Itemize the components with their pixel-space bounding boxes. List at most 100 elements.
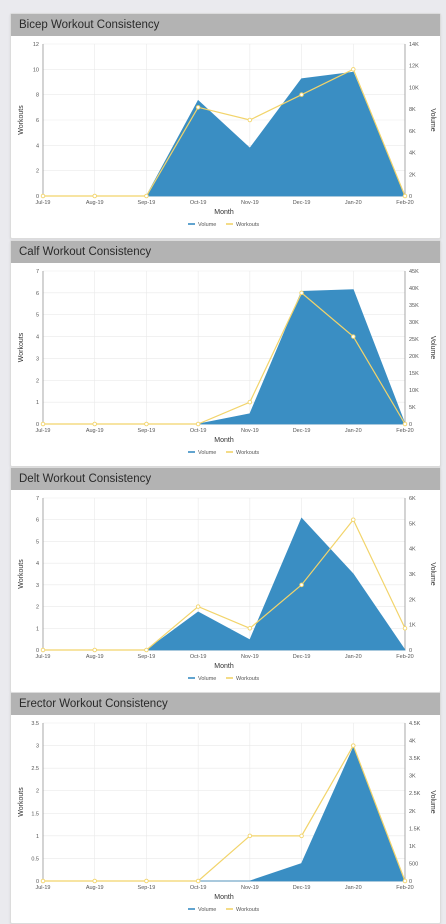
y-tick-label: 2 <box>36 605 39 611</box>
y-tick-label: 1.5 <box>31 811 39 817</box>
x-tick-label: Feb-20 <box>396 885 413 891</box>
y-tick-label: 5 <box>36 313 39 319</box>
y-tick-label: 7 <box>36 269 39 275</box>
y2-tick-label: 500 <box>409 861 418 867</box>
y2-tick-label: 4K <box>409 151 416 157</box>
workouts-point <box>144 647 149 653</box>
workouts-point <box>40 193 46 199</box>
y2-tick-label: 12K <box>409 64 419 70</box>
y-tick-label: 2 <box>36 789 39 795</box>
y-tick-label: 0.5 <box>31 856 39 862</box>
x-tick-label: Sep-19 <box>138 428 156 434</box>
legend-label-volume: Volume <box>198 222 216 228</box>
y-tick-label: 2 <box>36 169 39 175</box>
workouts-line <box>43 518 406 651</box>
legend-label-volume: Volume <box>198 676 216 682</box>
y2-tick-label: 25K <box>409 337 419 343</box>
x-tick-label: Sep-19 <box>138 654 156 660</box>
y2-tick-label: 4K <box>409 739 416 745</box>
delt-chart: 0 1 2 3 4 5 6 7 0 1K 2K 3K 4K 5K 6K Jul-19 Aug-19 Sep-19 O… <box>18 496 436 682</box>
y2-axis-title: Volume <box>429 562 436 585</box>
y2-tick-label: 35K <box>409 303 419 309</box>
y-tick-label: 0 <box>36 879 39 885</box>
x-tick-label: Nov-19 <box>241 200 259 206</box>
y2-tick-label: 2.5K <box>409 791 421 797</box>
workouts-point <box>299 92 304 97</box>
y2-tick-label: 0 <box>409 879 412 885</box>
x-tick-label: Aug-19 <box>86 200 104 206</box>
y2-tick-label: 3K <box>409 774 416 780</box>
legend-label-volume: Volume <box>198 907 216 913</box>
x-axis-title: Month <box>214 894 234 901</box>
workouts-point <box>351 334 356 339</box>
y-tick-label: 12 <box>33 42 39 48</box>
bicep-chart-card: Bicep Workout Consistency 0 2 4 6 8 10 12 0 2K 4K… <box>10 13 441 239</box>
x-tick-label: Feb-20 <box>396 428 413 434</box>
y2-axis-title: Volume <box>429 336 436 359</box>
y2-tick-label: 10K <box>409 85 419 91</box>
y2-tick-label: 6K <box>409 496 416 502</box>
workouts-point <box>144 193 149 199</box>
y-tick-label: 3 <box>36 744 39 750</box>
legend-label-volume: Volume <box>198 450 216 456</box>
y-tick-label: 1 <box>36 626 39 632</box>
y2-tick-label: 1.5K <box>409 826 421 832</box>
y-tick-label: 0 <box>36 194 39 200</box>
workouts-point <box>195 878 201 884</box>
workouts-point <box>195 105 201 110</box>
erector-chart: 0 0.5 1 1.5 2 2.5 3 3.5 0 500 1K 1.5K 2K 2.5K 3K 3.5K 4K… <box>18 721 436 913</box>
bicep-chart: 0 2 4 6 8 10 12 0 2K 4K 6K 8K 10K 12K 14K Jul-19 Aug-19 S… <box>18 42 436 228</box>
legend-label-workouts: Workouts <box>236 907 259 913</box>
volume-area <box>43 71 406 197</box>
workouts-point <box>144 421 149 427</box>
x-tick-label: Feb-20 <box>396 200 413 206</box>
x-tick-label: Oct-19 <box>190 654 207 660</box>
workouts-point <box>351 67 356 72</box>
workouts-point <box>299 582 304 588</box>
y2-tick-label: 4K <box>409 547 416 553</box>
y-axis-title: Workouts <box>18 559 25 589</box>
erector-chart-card: Erector Workout Consistency 0 0.5 1 1.5 2 2.5… <box>10 692 441 924</box>
y-tick-label: 1 <box>36 400 39 406</box>
y-tick-label: 6 <box>36 291 39 297</box>
workouts-point <box>402 626 408 631</box>
y2-tick-label: 15K <box>409 371 419 377</box>
y2-tick-label: 3.5K <box>409 756 421 762</box>
x-tick-label: Aug-19 <box>86 885 104 891</box>
workouts-line <box>43 291 406 425</box>
chart-title: Erector Workout Consistency <box>11 693 440 715</box>
y-tick-label: 1 <box>36 834 39 840</box>
y-tick-label: 3 <box>36 356 39 362</box>
y-axis-title: Workouts <box>18 105 25 135</box>
workouts-point <box>40 421 46 427</box>
workouts-line <box>43 744 406 882</box>
x-tick-label: Oct-19 <box>190 200 207 206</box>
x-tick-label: Sep-19 <box>138 885 156 891</box>
chart-title: Bicep Workout Consistency <box>11 14 440 36</box>
x-tick-label: Jul-19 <box>36 654 51 660</box>
y2-tick-label: 2K <box>409 597 416 603</box>
workouts-point <box>247 399 253 405</box>
x-axis-title: Month <box>214 209 234 216</box>
y2-tick-label: 20K <box>409 354 419 360</box>
x-tick-label: Oct-19 <box>190 885 207 891</box>
y2-tick-label: 40K <box>409 286 419 292</box>
x-axis-title: Month <box>214 663 234 670</box>
y2-tick-label: 10K <box>409 388 419 394</box>
calf-chart-card: Calf Workout Consistency 0 1 2 3 4 5 6 7 0 5K 10K 1… <box>10 240 441 467</box>
workouts-point <box>247 833 253 839</box>
x-tick-label: Dec-19 <box>293 885 311 891</box>
x-tick-label: Jan-20 <box>345 428 362 434</box>
x-tick-label: Dec-19 <box>293 200 311 206</box>
delt-chart-card: Delt Workout Consistency 0 1 2 3 4 5 6 7 0 1K 2K 3K… <box>10 467 441 693</box>
x-tick-label: Sep-19 <box>138 200 156 206</box>
y2-tick-label: 5K <box>409 521 416 527</box>
y2-tick-label: 45K <box>409 269 419 275</box>
legend-label-workouts: Workouts <box>236 450 259 456</box>
workouts-point <box>351 517 356 522</box>
workouts-point <box>92 193 97 199</box>
workouts-point <box>92 647 97 653</box>
x-tick-label: Jul-19 <box>36 200 51 206</box>
x-tick-label: Jan-20 <box>345 200 362 206</box>
workouts-line <box>43 68 406 197</box>
